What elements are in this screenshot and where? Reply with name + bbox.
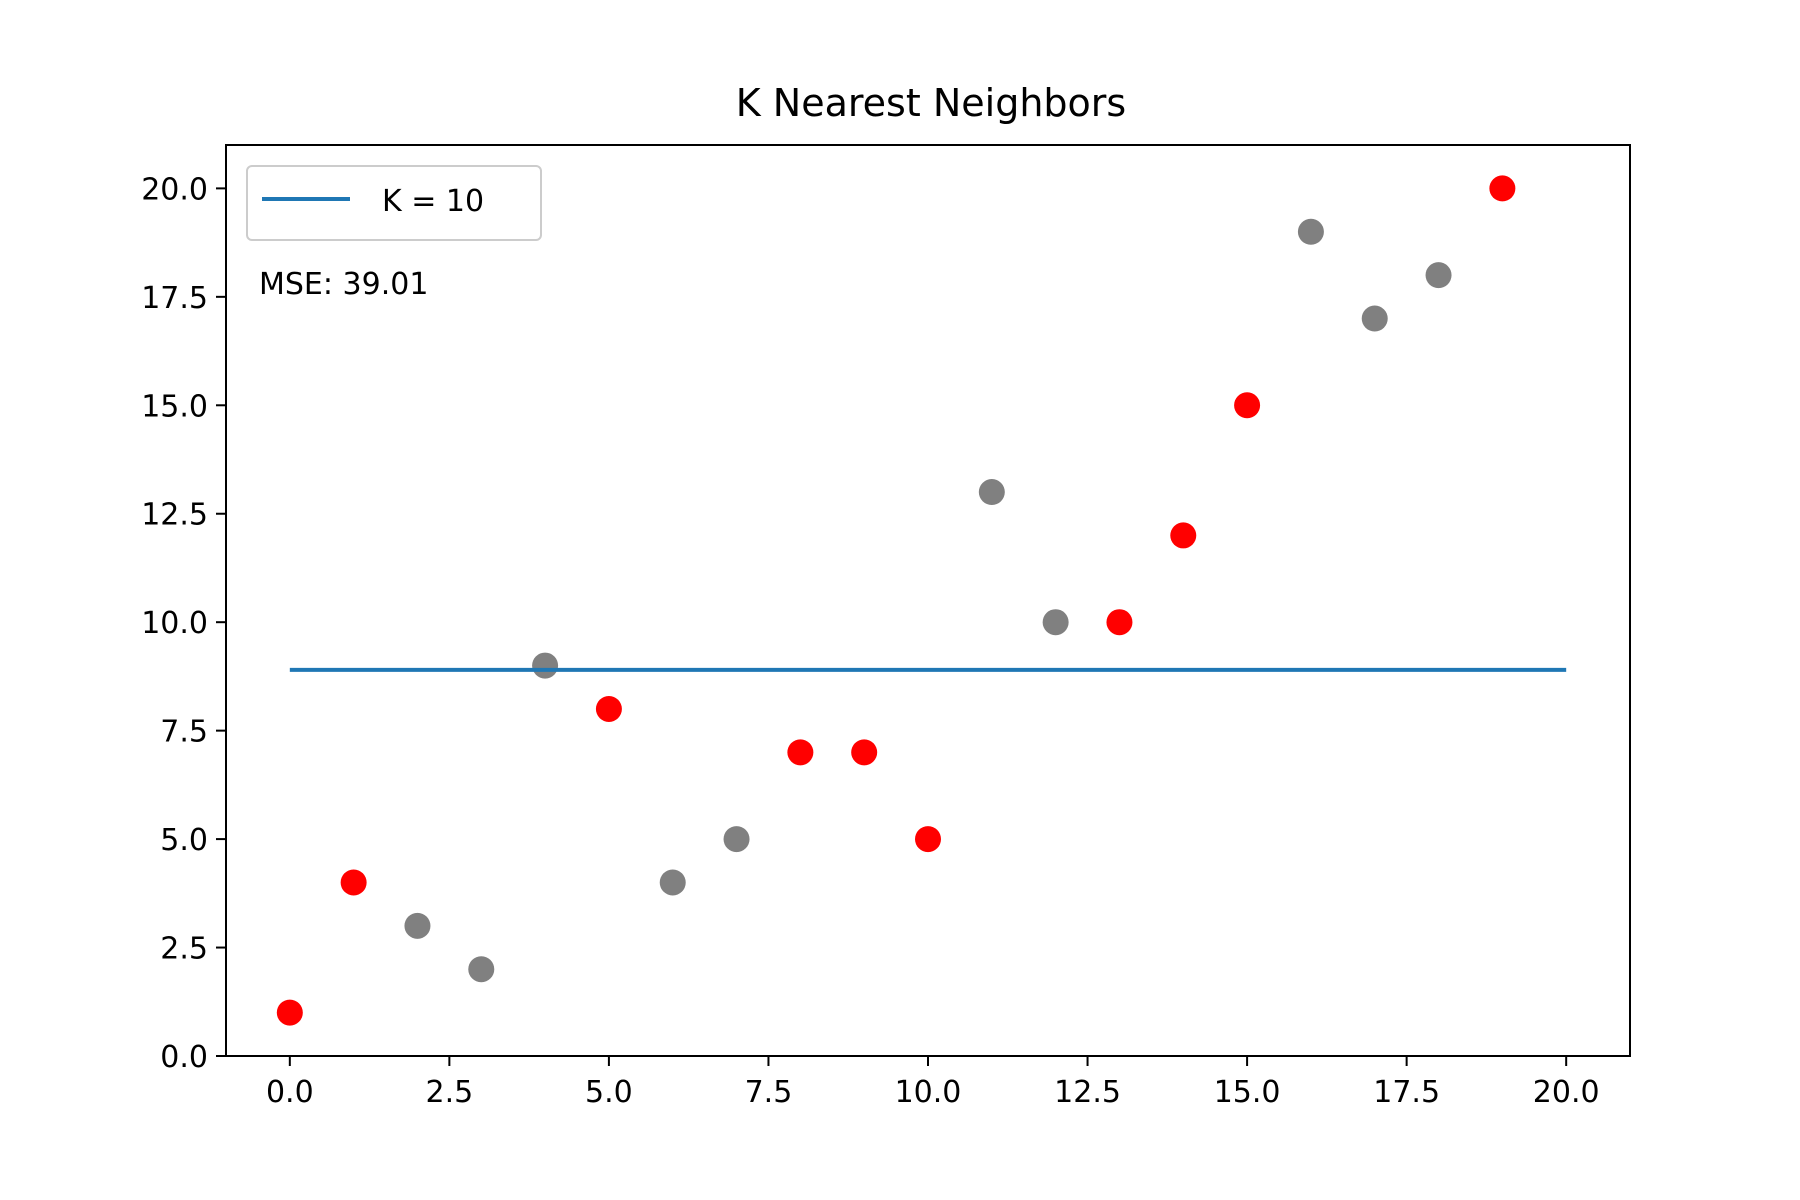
scatter-point	[1170, 522, 1197, 549]
legend: K = 10	[246, 165, 542, 241]
mse-annotation: MSE: 39.01	[259, 267, 428, 302]
scatter-point	[659, 869, 686, 896]
y-tick-label: 7.5	[160, 715, 208, 750]
x-tick-label: 17.5	[1373, 1075, 1440, 1110]
y-tick-label: 0.0	[160, 1040, 208, 1075]
x-axis: 0.0 2.5 5.0 7.5 10.0 12.5 15.0 17.5 20.0	[266, 1056, 1600, 1110]
x-tick-label: 12.5	[1054, 1075, 1121, 1110]
chart-title: K Nearest Neighbors	[736, 81, 1126, 125]
scatter-point	[787, 739, 814, 766]
scatter-point	[1297, 218, 1324, 245]
y-tick-label: 12.5	[141, 498, 208, 533]
scatter-point	[1489, 175, 1516, 202]
x-tick-label: 5.0	[585, 1075, 633, 1110]
y-tick-label: 10.0	[141, 606, 208, 641]
scatter-point	[1106, 609, 1133, 636]
y-axis: 0.0 2.5 5.0 7.5 10.0 12.5 15.0 17.5 20.0	[141, 172, 226, 1075]
legend-box	[246, 165, 542, 241]
plot-area	[276, 175, 1567, 1026]
scatter-point	[978, 479, 1005, 506]
y-tick-label: 17.5	[141, 281, 208, 316]
x-tick-label: 0.0	[266, 1075, 314, 1110]
plot-frame	[225, 144, 1631, 1057]
scatter-point	[468, 956, 495, 983]
x-tick-label: 10.0	[895, 1075, 962, 1110]
y-tick-label: 5.0	[160, 823, 208, 858]
scatter-point	[340, 869, 367, 896]
scatter-point	[1361, 305, 1388, 332]
scatter-point	[915, 826, 941, 853]
scatter-point	[532, 652, 559, 679]
x-tick-label: 20.0	[1533, 1075, 1600, 1110]
scatter-point	[851, 739, 878, 766]
y-tick-label: 20.0	[141, 172, 208, 207]
scatter-point	[404, 912, 431, 939]
scatter-point	[1234, 392, 1261, 419]
legend-label: K = 10	[382, 184, 484, 219]
scatter-point	[595, 695, 622, 722]
x-tick-label: 15.0	[1214, 1075, 1281, 1110]
y-tick-label: 15.0	[141, 389, 208, 424]
scatter-point	[723, 826, 750, 853]
scatter-point	[1425, 262, 1452, 289]
scatter-point	[1042, 609, 1069, 636]
scatter-point	[276, 999, 303, 1026]
y-tick-label: 2.5	[160, 932, 208, 967]
x-tick-label: 2.5	[426, 1075, 474, 1110]
x-tick-label: 7.5	[745, 1075, 793, 1110]
